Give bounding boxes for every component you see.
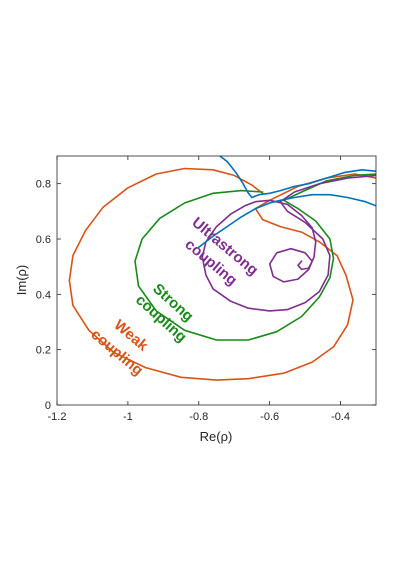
series-line-4 [198, 193, 376, 249]
ticks-layer: -1.2 -1 -0.8 -0.6 -0.4 0 0.2 0.4 0.6 0.8 [36, 156, 376, 423]
y-tick-label: 0.2 [36, 345, 51, 357]
x-axis-label: Re(ρ) [200, 429, 233, 444]
x-tick-label: -1 [123, 411, 133, 423]
y-tick-label: 0 [45, 400, 51, 412]
x-tick-label: -0.4 [331, 411, 350, 423]
x-tick-label: -0.6 [260, 411, 279, 423]
series-line-5 [219, 156, 376, 199]
x-tick-label: -1.2 [48, 411, 67, 423]
plot-frame [56, 155, 377, 406]
y-tick-label: 0.8 [36, 179, 51, 191]
series-line-3 [201, 174, 376, 312]
y-tick-label: 0.6 [36, 234, 51, 246]
annotations-layer: UltrastrongcouplingStrongcouplingWeakcou… [87, 214, 261, 379]
series-line-1 [68, 167, 376, 381]
y-tick-label: 0.4 [36, 289, 51, 301]
y-axis-label: Im(ρ) [14, 265, 29, 296]
series-layer [68, 156, 376, 381]
x-tick-label: -0.8 [189, 411, 208, 423]
